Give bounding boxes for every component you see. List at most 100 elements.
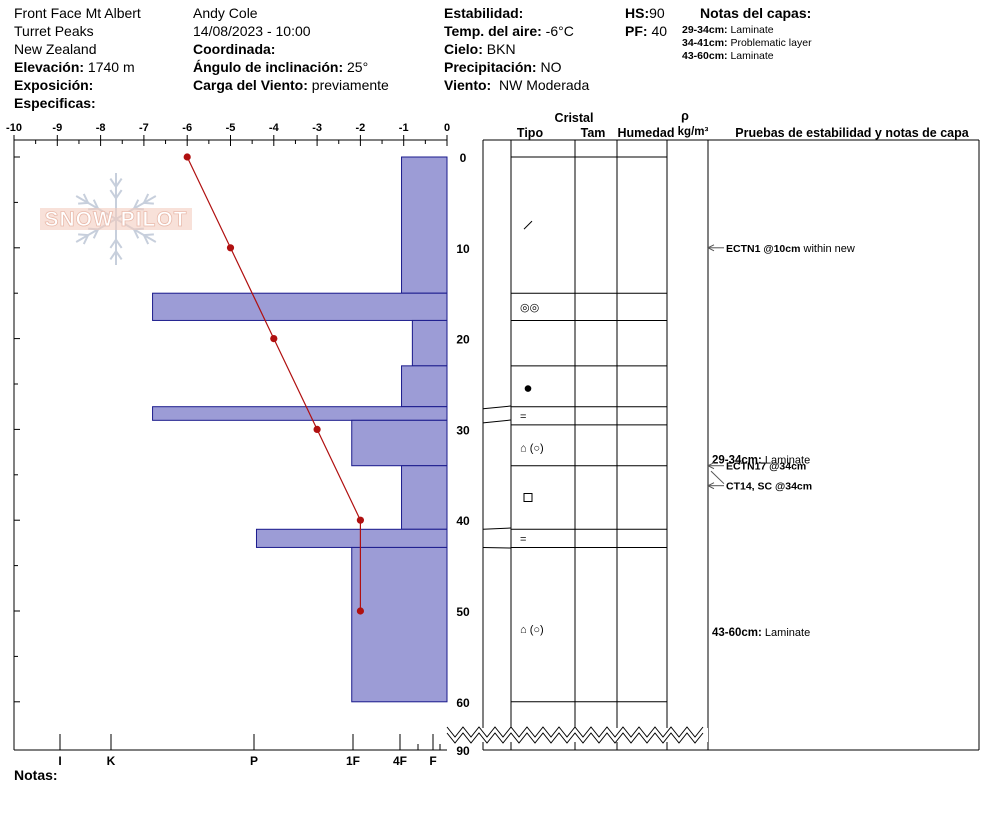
depth-tick-label: 20 [456, 333, 470, 347]
temperature-point [226, 244, 235, 252]
hardness-tick-label: K [107, 754, 116, 768]
observer: Andy Cole [193, 5, 258, 21]
test-annotation: 43-60cm: Laminate [712, 627, 810, 639]
temp-tick-label: -7 [139, 122, 149, 134]
grain-symbol: = [520, 411, 526, 423]
test-arrow-head [706, 462, 715, 470]
depth-tick-label: 40 [456, 514, 470, 528]
moisture-header: Humedad [618, 126, 675, 140]
grain-type-symbols: ◎◎ = ⌂ (○) = ⌂ (○) [520, 220, 544, 636]
temperature-axis: -10 -9 -8 -7 -6 -5 -4 -3 -2 -1 0 [6, 122, 450, 146]
grain-symbol: = [520, 533, 526, 545]
density-unit-header: kg/m³ [678, 126, 709, 138]
snowflake-branch [115, 239, 123, 249]
column-headers: Cristal Tipo Tam Humedad ρ kg/m³ Pruebas… [517, 109, 970, 140]
temperature-point [356, 516, 364, 524]
layer-note-3: 43-60cm: Laminate [682, 50, 774, 62]
snowflake-branch [133, 207, 144, 211]
layer-connector [482, 419, 512, 424]
grain-symbol: ⌂ (○) [520, 443, 544, 455]
type-header: Tipo [517, 126, 544, 140]
grain-symbol-faceted [523, 493, 533, 502]
grain-symbol: ◎◎ [520, 302, 539, 314]
temperature-point [183, 153, 191, 161]
test-annotation: 29-34cm: Laminate [712, 454, 810, 466]
temp-tick-label: -5 [226, 122, 236, 134]
hardness-bar [411, 319, 448, 367]
grain-symbol: ⌂ (○) [520, 624, 544, 636]
mountain-range: Turret Peaks [14, 23, 94, 39]
hardness-bar [152, 292, 448, 321]
snowflake-arm [115, 195, 157, 220]
wind: Viento: NW Moderada [444, 77, 590, 93]
location-name: Front Face Mt Albert [14, 5, 141, 21]
snowflake-branch [82, 193, 90, 204]
crystal-header: Cristal [555, 111, 594, 125]
hardness-tick-label: 1F [346, 754, 360, 768]
snowflake-branch [92, 199, 99, 210]
snowflake-branch [115, 177, 123, 188]
snowflake-branch [133, 227, 144, 231]
temp-tick-label: -4 [269, 122, 280, 134]
snowflake-branch [142, 193, 150, 204]
depth-tick-label: 60 [456, 696, 470, 710]
hardness-tick-label: P [250, 754, 258, 768]
snowflake-branch [109, 189, 117, 199]
rho-header: ρ [681, 109, 689, 123]
hardness-bar [255, 528, 448, 548]
test-arrow-diagonal [710, 470, 725, 485]
depth-tick-label: 50 [456, 605, 470, 619]
temperature-point [356, 607, 364, 615]
hardness-bar [351, 546, 448, 703]
depth-tick-label: 90 [456, 744, 470, 758]
snowflake-branch [133, 228, 140, 239]
wind-load: Carga del Viento: previamente [193, 77, 389, 93]
depth-break-zigzag [446, 732, 704, 744]
temp-tick-label: -9 [52, 122, 62, 134]
snowflake-branch [109, 250, 117, 261]
watermark-text: SNOW PILOT [45, 208, 188, 231]
elevation: Elevación: 1740 m [14, 59, 135, 75]
hardness-bar [401, 156, 448, 294]
hardness-axis: I K P 1F 4F F [58, 734, 441, 768]
country: New Zealand [14, 41, 97, 57]
layer-note-1: 29-34cm: Laminate [682, 24, 774, 36]
test-arrow-head [706, 482, 715, 490]
temp-tick-label: -3 [312, 122, 322, 134]
temperature-profile [183, 153, 364, 615]
hardness-bar [401, 365, 448, 408]
temp-tick-label: 0 [444, 122, 450, 134]
snowflake-branch [115, 250, 123, 261]
hardness-bar [351, 419, 448, 467]
layer-connector [482, 546, 512, 549]
depth-break-zigzag [446, 726, 704, 738]
grain-symbol-round [524, 385, 532, 392]
snowflake-branch [78, 201, 89, 205]
snow-height: HS:90 [625, 5, 665, 21]
snowpilot-watermark: SNOW PILOT [40, 173, 192, 265]
depth-tick-label: 30 [456, 423, 470, 437]
temperature-point [313, 425, 321, 433]
depth-tick-label: 0 [460, 151, 467, 165]
snowflake-arm [75, 195, 117, 220]
depth-tick-label: 10 [456, 242, 470, 256]
temp-tick-label: -6 [182, 122, 192, 134]
snowflake-branch [133, 199, 140, 210]
snowflake-branch [92, 228, 99, 239]
foot-penetration: PF: 40 [625, 23, 668, 39]
snowflake-branch [142, 234, 150, 245]
temp-tick-label: -10 [6, 122, 22, 134]
temperature-line [186, 156, 361, 611]
temperature-point [270, 335, 278, 343]
hardness-tick-label: F [429, 754, 436, 768]
depth-axis: 0 10 20 30 40 50 60 90 [456, 151, 470, 758]
snowflake-branch [82, 234, 90, 245]
hardness-tick-label: I [58, 754, 61, 768]
snowflake-branch [115, 189, 123, 199]
snowflake-branch [109, 177, 117, 188]
aspect-label: Exposición: [14, 77, 94, 93]
temp-tick-label: -1 [399, 122, 409, 134]
hardness-bars [152, 156, 448, 703]
tests-header: Pruebas de estabilidad y notas de capa [735, 126, 969, 140]
snowflake-arm [115, 218, 157, 243]
